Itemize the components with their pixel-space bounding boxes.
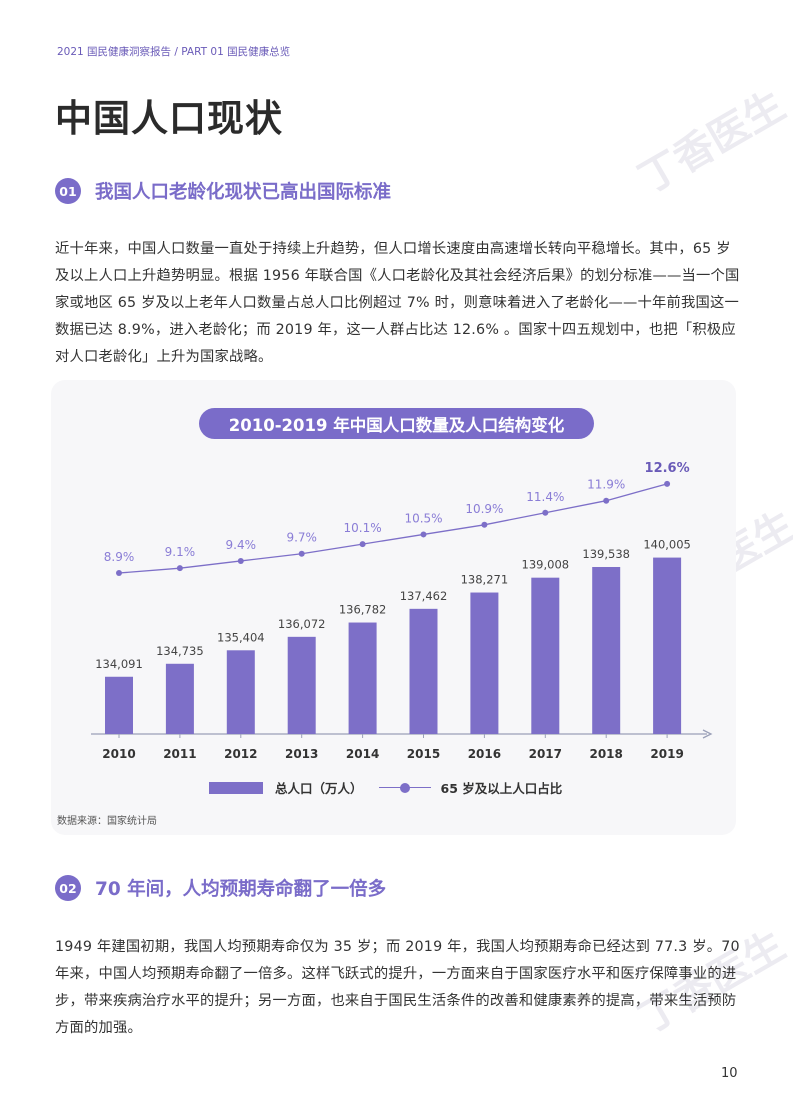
line-65plus-ratio	[118, 483, 668, 574]
line-value-label: 9.4%	[226, 538, 256, 552]
bar-total-population	[653, 557, 682, 734]
section-2-paragraph: 1949 年建国初期，我国人均预期寿命仅为 35 岁；而 2019 年，我国人均…	[55, 939, 740, 1036]
line-value-label: 10.5%	[404, 511, 442, 525]
bar-value-label: 136,782	[339, 603, 387, 617]
line-point	[664, 480, 671, 487]
bar-value-label: 138,271	[461, 573, 509, 587]
section-number-badge: 01	[55, 178, 81, 204]
line-point	[420, 531, 427, 538]
line-point	[176, 565, 183, 572]
bar-value-label: 134,091	[95, 657, 143, 671]
x-tick-label: 2012	[224, 747, 257, 761]
bar-value-label: 137,462	[400, 589, 448, 603]
line-point	[298, 550, 305, 557]
page-number: 10	[721, 1066, 738, 1081]
line-value-label: 12.6%	[645, 461, 690, 476]
line-point	[359, 541, 366, 548]
bar-total-population	[531, 577, 560, 734]
section-number-badge: 02	[55, 875, 81, 901]
x-tick-label: 2010	[102, 747, 135, 761]
bar-total-population	[165, 663, 194, 734]
section-title: 70 年间，人均预期寿命翻了一倍多	[95, 879, 387, 900]
section-1-paragraph: 近十年来，中国人口数量一直处于持续上升趋势，但人口增长速度由高速增长转向平稳增长…	[55, 241, 740, 365]
legend-line-label: 65 岁及以上人口占比	[440, 781, 563, 796]
bar-total-population	[226, 650, 255, 734]
x-tick-label: 2011	[163, 747, 196, 761]
line-value-label: 10.9%	[465, 502, 503, 516]
x-tick-label: 2016	[468, 747, 501, 761]
chart-legend: 总人口（万人） 65 岁及以上人口占比	[209, 778, 562, 797]
chart-title: 2010-2019 年中国人口数量及人口结构变化	[199, 408, 594, 439]
x-tick-label: 2018	[589, 747, 622, 761]
line-point	[237, 557, 244, 564]
bar-total-population	[287, 636, 316, 734]
legend-bar-label: 总人口（万人）	[275, 781, 363, 796]
line-value-label: 11.4%	[526, 490, 564, 504]
section-1-header: 01 我国人口老龄化现状已高出国际标准	[55, 176, 391, 206]
bar-value-label: 136,072	[278, 617, 326, 631]
legend-line-swatch	[378, 782, 431, 794]
x-axis-arrow	[702, 729, 713, 739]
x-tick-label: 2013	[285, 747, 318, 761]
bar-total-population	[470, 592, 499, 734]
section-2-header: 02 70 年间，人均预期寿命翻了一倍多	[55, 873, 386, 903]
line-value-label: 9.1%	[165, 545, 196, 559]
x-tick-label: 2017	[529, 747, 562, 761]
bar-total-population	[592, 566, 621, 734]
bar-total-population	[348, 622, 377, 734]
bar-value-label: 139,008	[522, 558, 570, 572]
line-point	[481, 521, 488, 528]
bar-value-label: 135,404	[217, 630, 265, 644]
breadcrumb: 2021 国民健康洞察报告 / PART 01 国民健康总览	[57, 46, 291, 58]
line-point	[542, 509, 549, 516]
bar-value-label: 140,005	[643, 538, 691, 552]
watermark: 丁香医生	[631, 82, 793, 203]
bar-value-label: 134,735	[156, 644, 204, 658]
bar-value-label: 139,538	[582, 547, 630, 561]
bar-total-population	[409, 608, 438, 734]
page-title: 中国人口现状	[55, 97, 283, 140]
line-value-label: 10.1%	[344, 521, 382, 535]
line-point	[116, 570, 122, 576]
bar-total-population	[105, 676, 133, 734]
x-tick-label: 2014	[346, 747, 379, 761]
line-value-label: 11.9%	[587, 478, 625, 492]
line-value-label: 9.7%	[286, 531, 317, 545]
population-chart: 134,091 2010 134,735 2011 135,404 2012 136,072…	[91, 461, 713, 761]
x-tick-label: 2015	[407, 747, 440, 761]
x-tick-label: 2019	[650, 747, 683, 761]
chart-card: 2010-2019 年中国人口数量及人口结构变化 134,091 2010 134,…	[51, 380, 736, 835]
section-title: 我国人口老龄化现状已高出国际标准	[95, 182, 392, 203]
legend-bar-swatch	[209, 781, 263, 794]
line-point	[603, 497, 610, 504]
line-value-label: 8.9%	[104, 550, 135, 564]
chart-source: 数据来源：国家统计局	[57, 816, 157, 827]
